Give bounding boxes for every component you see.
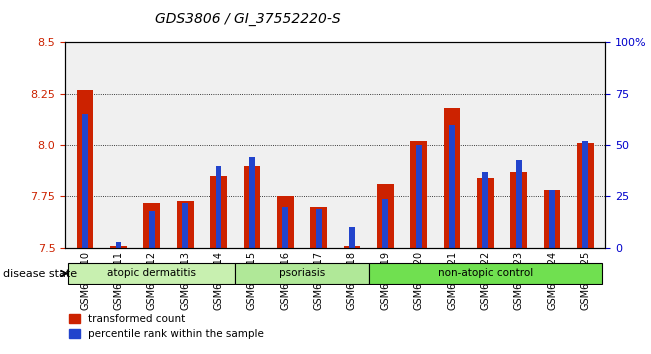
FancyBboxPatch shape bbox=[68, 263, 235, 284]
Bar bbox=[577, 143, 594, 248]
Bar bbox=[377, 184, 394, 248]
Bar bbox=[316, 209, 322, 248]
Bar bbox=[182, 202, 188, 248]
Bar bbox=[115, 242, 121, 248]
Text: non-atopic control: non-atopic control bbox=[437, 268, 533, 279]
Text: disease state: disease state bbox=[3, 269, 77, 279]
Bar bbox=[77, 90, 94, 248]
Text: GDS3806 / GI_37552220-S: GDS3806 / GI_37552220-S bbox=[154, 12, 340, 27]
Bar bbox=[449, 125, 455, 248]
Bar bbox=[444, 108, 460, 248]
FancyBboxPatch shape bbox=[235, 263, 368, 284]
Bar bbox=[583, 141, 589, 248]
Text: atopic dermatitis: atopic dermatitis bbox=[107, 268, 197, 279]
Bar bbox=[549, 190, 555, 248]
Bar bbox=[510, 172, 527, 248]
Bar bbox=[482, 172, 488, 248]
Bar bbox=[349, 227, 355, 248]
Bar bbox=[382, 199, 388, 248]
Bar bbox=[149, 211, 155, 248]
Bar bbox=[283, 207, 288, 248]
Bar bbox=[143, 202, 160, 248]
Bar bbox=[311, 207, 327, 248]
FancyBboxPatch shape bbox=[368, 263, 602, 284]
Bar bbox=[544, 190, 561, 248]
Bar bbox=[277, 196, 294, 248]
Bar bbox=[243, 166, 260, 248]
Bar bbox=[215, 166, 221, 248]
Bar bbox=[210, 176, 227, 248]
Bar bbox=[516, 160, 521, 248]
Bar bbox=[344, 246, 360, 248]
Bar bbox=[477, 178, 493, 248]
Bar bbox=[416, 145, 422, 248]
Bar bbox=[82, 114, 88, 248]
Bar bbox=[410, 141, 427, 248]
Bar bbox=[249, 158, 255, 248]
Bar bbox=[110, 246, 127, 248]
Text: psoriasis: psoriasis bbox=[279, 268, 325, 279]
Bar bbox=[177, 201, 193, 248]
Legend: transformed count, percentile rank within the sample: transformed count, percentile rank withi… bbox=[65, 309, 268, 343]
